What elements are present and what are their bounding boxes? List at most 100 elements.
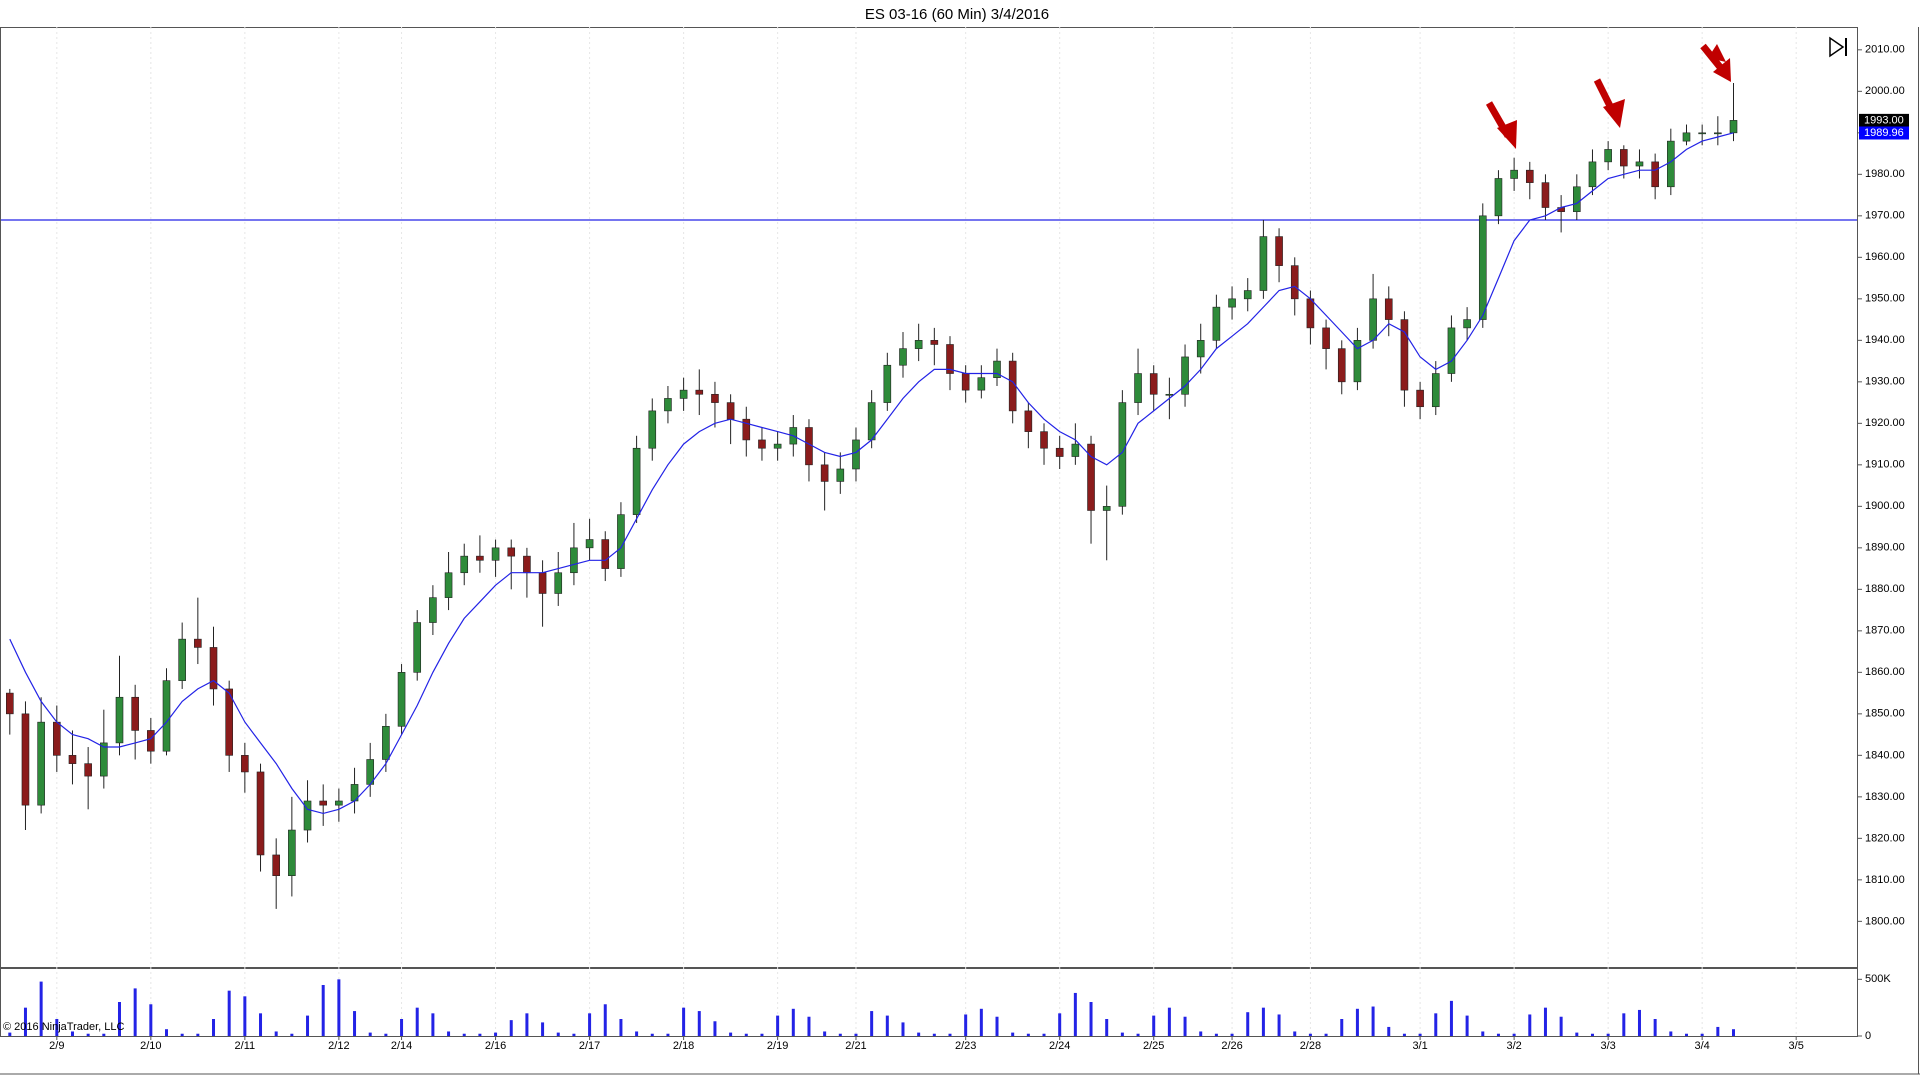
candle-body bbox=[1369, 298, 1377, 341]
volume-bar bbox=[870, 1011, 874, 1036]
y-tick-label: 1970.00 bbox=[1865, 210, 1905, 222]
volume-bar bbox=[1105, 1019, 1109, 1036]
candle-body bbox=[617, 514, 625, 569]
volume-bar bbox=[290, 1033, 294, 1036]
candle-body bbox=[1447, 327, 1456, 374]
volume-bar bbox=[713, 1021, 717, 1036]
volume-bar bbox=[86, 1033, 90, 1036]
volume-bar bbox=[149, 1004, 153, 1036]
volume-bar bbox=[1308, 1033, 1312, 1036]
arrow bbox=[1485, 101, 1517, 149]
volume-bar bbox=[415, 1007, 419, 1036]
volume-bar bbox=[1528, 1014, 1532, 1036]
candle-body bbox=[1055, 447, 1064, 457]
y-tick-label: 1950.00 bbox=[1865, 293, 1905, 305]
volume-bar bbox=[431, 1013, 435, 1036]
candle-body bbox=[1306, 298, 1315, 329]
x-tick-label: 2/24 bbox=[1049, 1040, 1070, 1052]
y-tick-label: 1860.00 bbox=[1865, 666, 1905, 678]
candle-body bbox=[1651, 161, 1659, 188]
candle-body bbox=[272, 854, 280, 876]
volume-bar bbox=[572, 1033, 576, 1036]
sma-line bbox=[9, 132, 1734, 815]
volume-bar bbox=[776, 1015, 780, 1036]
y-tick-label: 1960.00 bbox=[1865, 251, 1905, 263]
volume-bar bbox=[1590, 1033, 1594, 1036]
x-tick-label: 2/25 bbox=[1143, 1040, 1164, 1052]
candle-body bbox=[554, 572, 563, 594]
candle-body bbox=[1087, 443, 1095, 511]
y-tick-label: 2010.00 bbox=[1865, 44, 1905, 56]
volume-bar bbox=[948, 1033, 952, 1036]
candle-body bbox=[711, 393, 719, 403]
volume-bar bbox=[1042, 1033, 1046, 1036]
candle-body bbox=[1416, 389, 1424, 408]
candle-body bbox=[460, 555, 469, 574]
volume-bar bbox=[447, 1031, 451, 1036]
volume-bar bbox=[979, 1008, 983, 1036]
volume-bar bbox=[697, 1011, 701, 1036]
x-tick-label: 2/9 bbox=[49, 1040, 64, 1052]
candle-body bbox=[131, 696, 139, 731]
volume-bar bbox=[1277, 1014, 1281, 1036]
candle-body bbox=[319, 800, 328, 806]
candle-body bbox=[444, 572, 453, 598]
candle-body bbox=[413, 622, 422, 673]
y-tick-label: 1850.00 bbox=[1865, 708, 1905, 720]
volume-bar bbox=[368, 1032, 372, 1036]
volume-bar bbox=[1669, 1031, 1673, 1036]
volume-panel bbox=[0, 968, 1858, 1037]
volume-bar bbox=[650, 1033, 654, 1036]
volume-bar bbox=[1465, 1015, 1469, 1036]
candle-body bbox=[1463, 319, 1471, 329]
candle-body bbox=[1604, 149, 1612, 163]
volume-bar bbox=[478, 1033, 482, 1036]
y-tick-label: 1870.00 bbox=[1865, 625, 1905, 637]
volume-bar bbox=[1434, 1013, 1438, 1036]
volume-bar bbox=[1418, 1033, 1422, 1036]
volume-bar bbox=[995, 1016, 999, 1036]
volume-bar bbox=[760, 1033, 764, 1036]
candle-body bbox=[570, 547, 578, 574]
candle-body bbox=[852, 439, 860, 470]
candle-body bbox=[225, 688, 233, 756]
candle-body bbox=[820, 464, 829, 482]
annotations bbox=[1485, 43, 1731, 149]
volume-bar bbox=[212, 1019, 216, 1036]
y-tick-label: 1980.00 bbox=[1865, 168, 1905, 180]
volume-bar bbox=[1700, 1033, 1704, 1036]
candle-body bbox=[68, 755, 77, 764]
volume-bar bbox=[1732, 1029, 1735, 1036]
price-marker-label: 1993.00 bbox=[1864, 114, 1904, 126]
y-tick-label: 1840.00 bbox=[1865, 749, 1905, 761]
play-icon-triangle[interactable] bbox=[1829, 36, 1845, 58]
volume-bar bbox=[1637, 1009, 1641, 1036]
volume-bar bbox=[635, 1031, 639, 1036]
volume-bar bbox=[462, 1033, 466, 1036]
candle-body bbox=[162, 680, 171, 752]
candle-body bbox=[1620, 149, 1628, 167]
candle-body bbox=[805, 427, 813, 466]
candle-body bbox=[758, 439, 766, 449]
volume-bar bbox=[838, 1033, 842, 1036]
candle-body bbox=[100, 742, 108, 777]
x-tick-label: 2/19 bbox=[767, 1040, 788, 1052]
y-tick-label: 1800.00 bbox=[1865, 915, 1905, 927]
volume-bar bbox=[932, 1033, 936, 1036]
candle-body bbox=[147, 730, 155, 752]
volume-bar bbox=[1214, 1033, 1218, 1036]
candle-body bbox=[664, 398, 672, 412]
volume-bar bbox=[588, 1013, 592, 1036]
candle-body bbox=[53, 721, 61, 756]
candle-body bbox=[1510, 169, 1518, 179]
candle-body bbox=[1275, 236, 1283, 266]
volume-bar bbox=[337, 979, 341, 1036]
price-marker bbox=[1859, 113, 1909, 127]
play-icon[interactable] bbox=[1829, 36, 1847, 58]
y-tick-label: 1900.00 bbox=[1865, 500, 1905, 512]
x-tick-label: 2/26 bbox=[1221, 1040, 1242, 1052]
candle-body bbox=[476, 555, 484, 561]
candle-body bbox=[335, 800, 343, 806]
candle-body bbox=[194, 638, 202, 648]
volume-bar bbox=[1136, 1033, 1140, 1036]
